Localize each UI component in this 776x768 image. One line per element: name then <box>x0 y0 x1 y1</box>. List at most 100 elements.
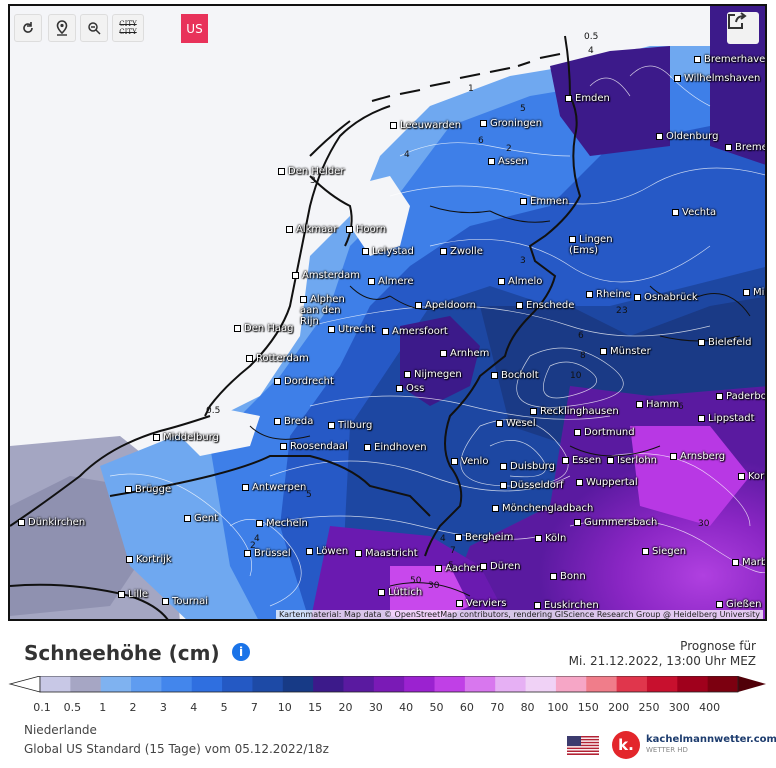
city-marker-icon <box>278 167 285 175</box>
scale-tick-label: 150 <box>578 701 599 714</box>
city-label: Vechta <box>672 207 716 218</box>
scale-swatch <box>525 676 557 692</box>
city-name: Eindhoven <box>374 442 427 453</box>
city-marker-icon <box>534 601 541 609</box>
city-marker-icon <box>292 271 299 279</box>
isoline-label: 5 <box>448 561 454 571</box>
city-label: Amsterdam <box>292 270 360 281</box>
city-label: Eindhoven <box>364 442 427 453</box>
city-name: Oss <box>406 383 425 394</box>
city-marker-icon <box>162 597 169 605</box>
city-marker-icon <box>565 94 572 102</box>
city-name: Verviers <box>466 598 507 609</box>
city-toggle-label: CITY CITY <box>119 20 137 36</box>
city-label: Düsseldorf <box>500 480 564 491</box>
city-marker-icon <box>274 377 281 385</box>
city-marker-icon <box>743 288 750 296</box>
city-name: Utrecht <box>338 324 376 335</box>
city-label: Bergheim <box>455 532 513 543</box>
city-label: Apeldoorn <box>415 300 476 311</box>
city-label: Marburg <box>732 557 765 568</box>
city-name: Lelystad <box>372 246 414 257</box>
city-name: Leeuwarden <box>400 120 462 131</box>
isoline-label: 0.5 <box>584 32 599 42</box>
city-label: Brügge <box>125 484 171 495</box>
city-label: Middelburg <box>153 432 219 443</box>
city-marker-icon <box>362 247 369 255</box>
reload-button[interactable] <box>14 14 42 42</box>
city-marker-icon <box>732 558 739 566</box>
city-marker-icon <box>670 452 677 460</box>
color-scale: 0.1 0.5 1 2 3 4 5 7 10 15 20 30 40 50 60 70 80 100 150 200 2… <box>8 676 766 714</box>
city-label: Lüttich <box>378 587 422 598</box>
city-label: Wuppertal <box>576 477 638 488</box>
city-label: Wilhelmshaven <box>674 73 760 84</box>
scale-tick-label: 50 <box>430 701 444 714</box>
city-marker-icon <box>234 324 241 332</box>
city-name: Dordrecht <box>284 376 334 387</box>
city-name: Lille <box>128 589 149 600</box>
isoline-label: 0.5 <box>206 406 221 416</box>
city-marker-icon <box>274 417 281 425</box>
isoline-label: 5 <box>306 490 312 500</box>
scale-tick-label: 7 <box>251 701 258 714</box>
city-marker-icon <box>634 293 641 301</box>
zoom-out-button[interactable] <box>80 14 108 42</box>
city-marker-icon <box>530 407 537 415</box>
city-marker-icon <box>415 301 422 309</box>
city-name: Breda <box>284 416 314 427</box>
region-name: Niederlande <box>24 723 97 737</box>
city-toggle-button[interactable]: CITY CITY <box>112 14 144 42</box>
city-marker-icon <box>550 572 557 580</box>
scale-swatch <box>70 676 102 692</box>
city-marker-icon <box>280 442 287 450</box>
isoline-label: 10 <box>570 371 582 381</box>
location-pin-icon <box>56 20 68 36</box>
city-marker-icon <box>694 55 701 63</box>
scale-tick-label: 80 <box>521 701 535 714</box>
isoline-label: 3 <box>622 306 628 316</box>
city-label: Zwolle <box>440 246 483 257</box>
forecast-time: Mi. 21.12.2022, 13:00 Uhr MEZ <box>568 654 756 668</box>
city-marker-icon <box>244 549 251 557</box>
city-name: Arnsberg <box>680 451 726 462</box>
city-marker-icon <box>642 547 649 555</box>
scale-max-arrow <box>738 676 766 692</box>
reload-icon <box>23 22 33 33</box>
scale-tick-label: 100 <box>547 701 568 714</box>
share-button[interactable] <box>727 12 759 44</box>
brand[interactable]: k. kachelmannwetter.com WETTER HD <box>612 731 776 759</box>
city-name: Alkmaar <box>296 224 338 235</box>
city-name: Kortrijk <box>136 554 172 565</box>
scale-tick-label: 200 <box>608 701 629 714</box>
city-name: Lüttich <box>388 587 423 598</box>
model-badge[interactable]: US <box>181 14 208 43</box>
scale-swatch <box>495 676 527 692</box>
city-label: Nijmegen <box>404 369 462 380</box>
city-marker-icon <box>440 247 447 255</box>
city-name: Bonn <box>560 571 586 582</box>
city-marker-icon <box>576 478 583 486</box>
city-marker-icon <box>382 327 389 335</box>
city-label: Siegen <box>642 546 686 557</box>
city-label: Löwen <box>306 546 348 557</box>
brand-name: kachelmannwetter.com <box>646 734 776 745</box>
location-button[interactable] <box>48 14 76 42</box>
city-name: Mecheln <box>266 518 308 529</box>
isoline-label: 2 <box>506 144 512 154</box>
city-name: Alphen aan den Rijn <box>300 294 345 327</box>
city-marker-icon <box>716 600 723 608</box>
city-marker-icon <box>256 519 263 527</box>
city-name: Den Helder <box>288 166 345 177</box>
scale-tick-label: 5 <box>221 701 228 714</box>
isoline-label: 6 <box>678 402 684 412</box>
city-name: Emmen <box>530 196 569 207</box>
isoline-label: 4 <box>254 534 260 544</box>
city-marker-icon <box>738 472 745 480</box>
city-marker-icon <box>672 208 679 216</box>
city-label: Iserlohn <box>607 455 657 466</box>
isoline-label: 8 <box>580 351 586 361</box>
info-icon[interactable]: i <box>232 643 250 661</box>
city-name: Münster <box>610 346 651 357</box>
snow-depth-map[interactable]: CITY CITY US Bremerhaven Wilhelmshaven Emd… <box>8 4 767 621</box>
